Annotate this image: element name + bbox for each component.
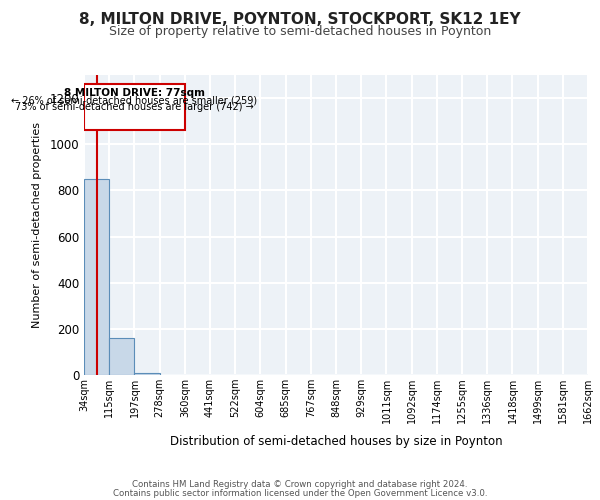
FancyBboxPatch shape [84, 84, 185, 130]
Y-axis label: Number of semi-detached properties: Number of semi-detached properties [32, 122, 43, 328]
Text: Size of property relative to semi-detached houses in Poynton: Size of property relative to semi-detach… [109, 25, 491, 38]
Text: ← 26% of semi-detached houses are smaller (259): ← 26% of semi-detached houses are smalle… [11, 96, 257, 106]
Bar [109, 338, 134, 375]
Text: 8 MILTON DRIVE: 77sqm: 8 MILTON DRIVE: 77sqm [64, 88, 205, 99]
Text: 8, MILTON DRIVE, POYNTON, STOCKPORT, SK12 1EY: 8, MILTON DRIVE, POYNTON, STOCKPORT, SK1… [79, 12, 521, 28]
X-axis label: Distribution of semi-detached houses by size in Poynton: Distribution of semi-detached houses by … [170, 434, 502, 448]
Text: 73% of semi-detached houses are larger (742) →: 73% of semi-detached houses are larger (… [15, 102, 254, 112]
Text: Contains public sector information licensed under the Open Government Licence v3: Contains public sector information licen… [113, 488, 487, 498]
Bar [134, 372, 160, 375]
Text: Contains HM Land Registry data © Crown copyright and database right 2024.: Contains HM Land Registry data © Crown c… [132, 480, 468, 489]
Bar [84, 179, 109, 375]
